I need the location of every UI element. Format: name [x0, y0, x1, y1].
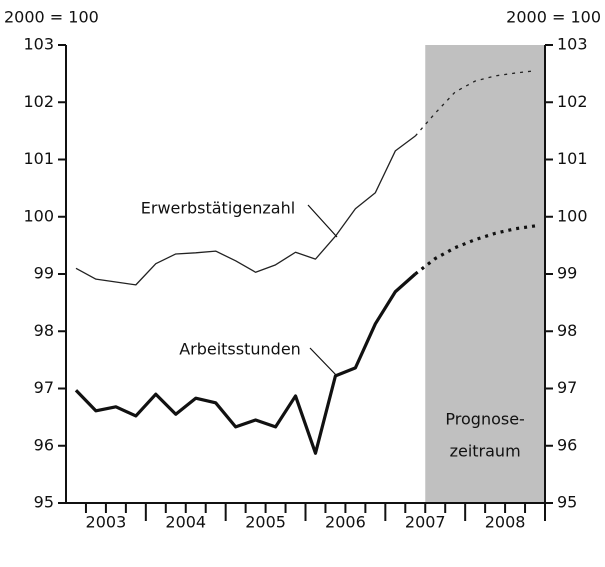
y2-tick-label: 99	[557, 264, 577, 283]
y-tick-label: 95	[34, 493, 54, 512]
y-tick-label: 98	[34, 321, 54, 340]
series-label: Erwerbstätigenzahl	[141, 199, 295, 218]
y2-tick-label: 100	[557, 206, 588, 225]
series-line	[74, 272, 417, 455]
y2-tick-label: 98	[557, 321, 577, 340]
x-tick-label: 2005	[245, 513, 286, 532]
forecast-line	[414, 70, 536, 137]
y-tick-label: 96	[34, 435, 54, 454]
y2-tick-label: 96	[557, 435, 577, 454]
x-tick-label: 2003	[86, 513, 127, 532]
forecast-label: Prognose-	[445, 410, 524, 429]
y-tick-label: 97	[34, 378, 54, 397]
leader-line	[309, 347, 338, 377]
y2-tick-label: 102	[557, 92, 588, 111]
x-tick-label: 2007	[405, 513, 446, 532]
x-tick-label: 2008	[485, 513, 526, 532]
y2-tick-label: 103	[557, 35, 588, 54]
series-line	[75, 135, 416, 286]
y2-tick-label: 101	[557, 149, 588, 168]
y-tick-label: 100	[23, 206, 54, 225]
y-tick-label: 99	[34, 264, 54, 283]
forecast-region	[425, 45, 545, 503]
x-tick-label: 2004	[165, 513, 206, 532]
y2-tick-label: 95	[557, 493, 577, 512]
forecast-line	[414, 224, 536, 276]
y-tick-label: 103	[23, 35, 54, 54]
y-axis-label: 2000 = 100	[4, 8, 99, 27]
y2-axis-label: 2000 = 100	[506, 8, 601, 27]
y-tick-label: 102	[23, 92, 54, 111]
forecast-label: zeitraum	[450, 442, 521, 461]
leader-line	[307, 204, 338, 238]
x-tick-label: 2006	[325, 513, 366, 532]
series-label: Arbeitsstunden	[179, 340, 301, 359]
y-tick-label: 101	[23, 149, 54, 168]
y2-tick-label: 97	[557, 378, 577, 397]
